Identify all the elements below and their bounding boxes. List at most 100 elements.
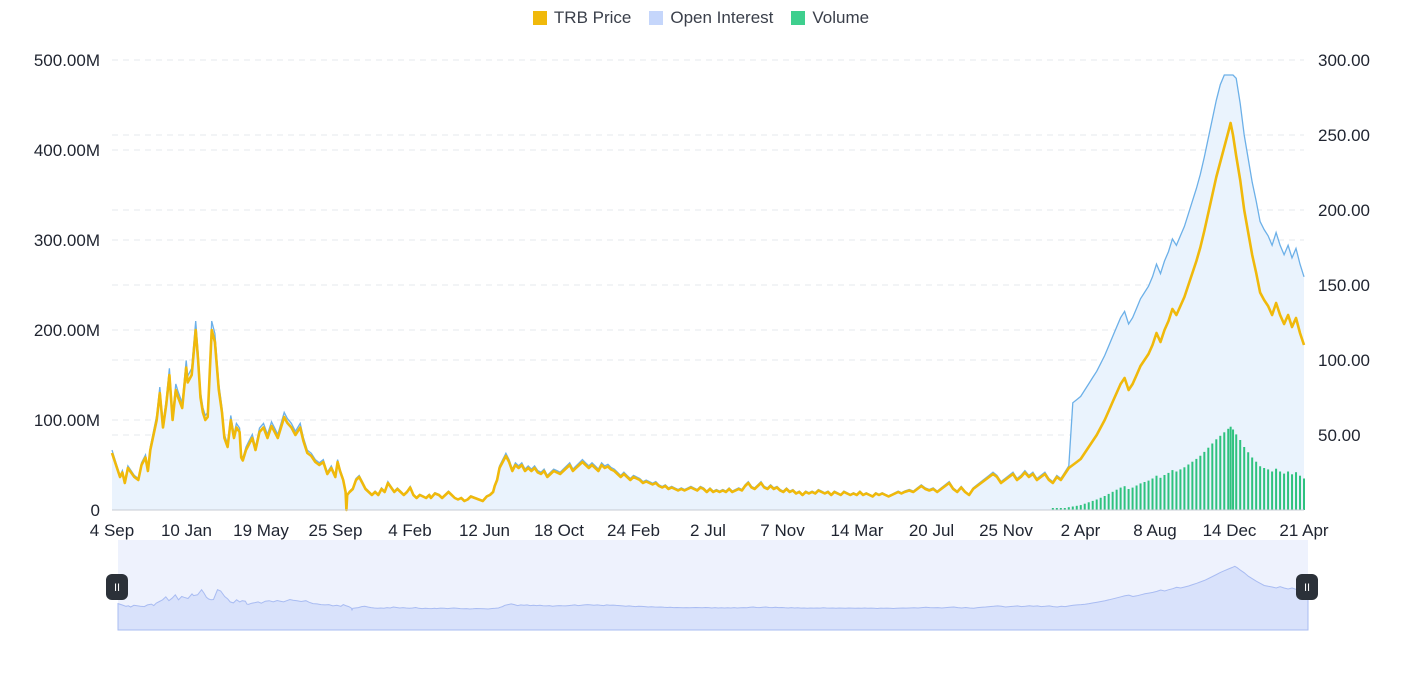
volume-bar (1247, 452, 1250, 510)
volume-bar (1187, 464, 1190, 510)
gridlines (112, 59, 1304, 436)
legend-label-open-interest: Open Interest (670, 8, 774, 27)
volume-bar (1195, 458, 1198, 510)
volume-bar (1227, 428, 1230, 510)
volume-bar (1287, 471, 1290, 510)
volume-bar (1203, 451, 1206, 510)
svg-text:II: II (114, 582, 120, 594)
volume-bar (1175, 471, 1178, 510)
open-interest-area (112, 75, 1304, 510)
range-navigator[interactable]: II II (106, 540, 1318, 631)
volume-bar (1119, 487, 1122, 510)
volume-bar (1191, 461, 1194, 510)
left-tick-label: 300.00M (34, 231, 100, 250)
volume-bar (1083, 503, 1086, 510)
volume-bar (1223, 432, 1226, 510)
volume-bar (1279, 471, 1282, 510)
volume-bar (1299, 475, 1302, 510)
volume-bar (1199, 455, 1202, 510)
x-tick-label: 14 Mar (831, 521, 884, 540)
volume-bar (1163, 475, 1166, 510)
legend-swatch-volume (791, 11, 806, 25)
right-tick-label: 200.00 (1318, 201, 1370, 220)
volume-bar (1059, 508, 1062, 510)
legend-swatch-open-interest (649, 11, 664, 25)
volume-bar (1103, 496, 1106, 510)
volume-bar (1095, 499, 1098, 510)
volume-bar (1207, 447, 1210, 510)
volume-bar (1183, 467, 1186, 510)
volume-bar (1143, 482, 1146, 510)
volume-bar (1155, 475, 1158, 510)
x-tick-label: 4 Sep (90, 521, 134, 540)
legend-label-volume: Volume (812, 8, 870, 27)
legend-item-open-interest[interactable]: Open Interest (649, 8, 773, 28)
volume-bar (1079, 505, 1082, 510)
navigator-handle-right[interactable]: II (1296, 574, 1318, 600)
left-axis: 0 100.00M 200.00M 300.00M 400.00M 500.00M (34, 51, 100, 520)
volume-bar (1139, 483, 1142, 510)
volume-bar (1229, 426, 1232, 510)
volume-bar (1071, 506, 1074, 510)
x-axis: 4 Sep 10 Jan 19 May 25 Sep 4 Feb 12 Jun 18 Oct… (90, 521, 1329, 540)
volume-bar (1171, 470, 1174, 510)
right-tick-label: 150.00 (1318, 276, 1370, 295)
legend-swatch-trb-price (532, 11, 547, 25)
legend-item-trb-price[interactable]: TRB Price (532, 8, 632, 28)
x-tick-label: 8 Aug (1133, 521, 1177, 540)
x-tick-label: 4 Feb (388, 521, 431, 540)
volume-bar (1063, 508, 1066, 510)
volume-bar (1255, 461, 1258, 510)
volume-bar (1111, 491, 1114, 510)
volume-bar (1147, 480, 1150, 510)
volume-bar (1259, 466, 1262, 510)
volume-bar (1091, 500, 1094, 510)
volume-bar (1115, 489, 1118, 510)
volume-bar (1099, 497, 1102, 510)
volume-bar (1075, 505, 1078, 510)
x-tick-label: 19 May (233, 521, 289, 540)
volume-bar (1159, 477, 1162, 510)
navigator-area (117, 565, 1309, 631)
volume-bar (1263, 468, 1266, 510)
navigator-handle-left[interactable]: II (106, 574, 128, 600)
volume-bar (1179, 469, 1182, 510)
volume-bar (1127, 489, 1130, 510)
left-tick-label: 0 (91, 501, 100, 520)
right-tick-label: 250.00 (1318, 126, 1370, 145)
right-tick-label: 50.00 (1318, 426, 1361, 445)
x-tick-label: 2 Apr (1061, 521, 1101, 540)
x-tick-label: 25 Sep (309, 521, 363, 540)
volume-bar (1275, 468, 1278, 510)
x-tick-label: 12 Jun (459, 521, 510, 540)
volume-bar (1055, 508, 1058, 510)
volume-bar (1107, 493, 1110, 510)
legend-item-volume[interactable]: Volume (791, 8, 869, 28)
volume-bar (1151, 478, 1154, 510)
volume-bar (1271, 471, 1274, 510)
volume-bar (1291, 474, 1294, 510)
svg-text:II: II (1304, 582, 1310, 594)
chart-legend: TRB Price Open Interest Volume (0, 8, 1402, 28)
x-tick-label: 25 Nov (979, 521, 1033, 540)
x-tick-label: 7 Nov (760, 521, 805, 540)
volume-bar (1243, 447, 1246, 510)
x-tick-label: 10 Jan (161, 521, 212, 540)
volume-bar (1087, 502, 1090, 510)
trb-price-line (110, 121, 1306, 512)
volume-bar (1135, 485, 1138, 510)
volume-bar (1219, 435, 1222, 510)
volume-bar (1251, 457, 1254, 510)
x-tick-label: 20 Jul (909, 521, 954, 540)
left-tick-label: 500.00M (34, 51, 100, 70)
right-axis: 50.00 100.00 150.00 200.00 250.00 300.00 (1318, 51, 1370, 445)
volume-bar (1303, 478, 1305, 510)
left-tick-label: 400.00M (34, 141, 100, 160)
volume-bar (1232, 429, 1235, 510)
volume-bar (1167, 472, 1170, 510)
legend-label-trb-price: TRB Price (553, 8, 632, 27)
x-tick-label: 14 Dec (1203, 521, 1257, 540)
x-tick-label: 18 Oct (534, 521, 584, 540)
volume-bar (1131, 487, 1134, 510)
